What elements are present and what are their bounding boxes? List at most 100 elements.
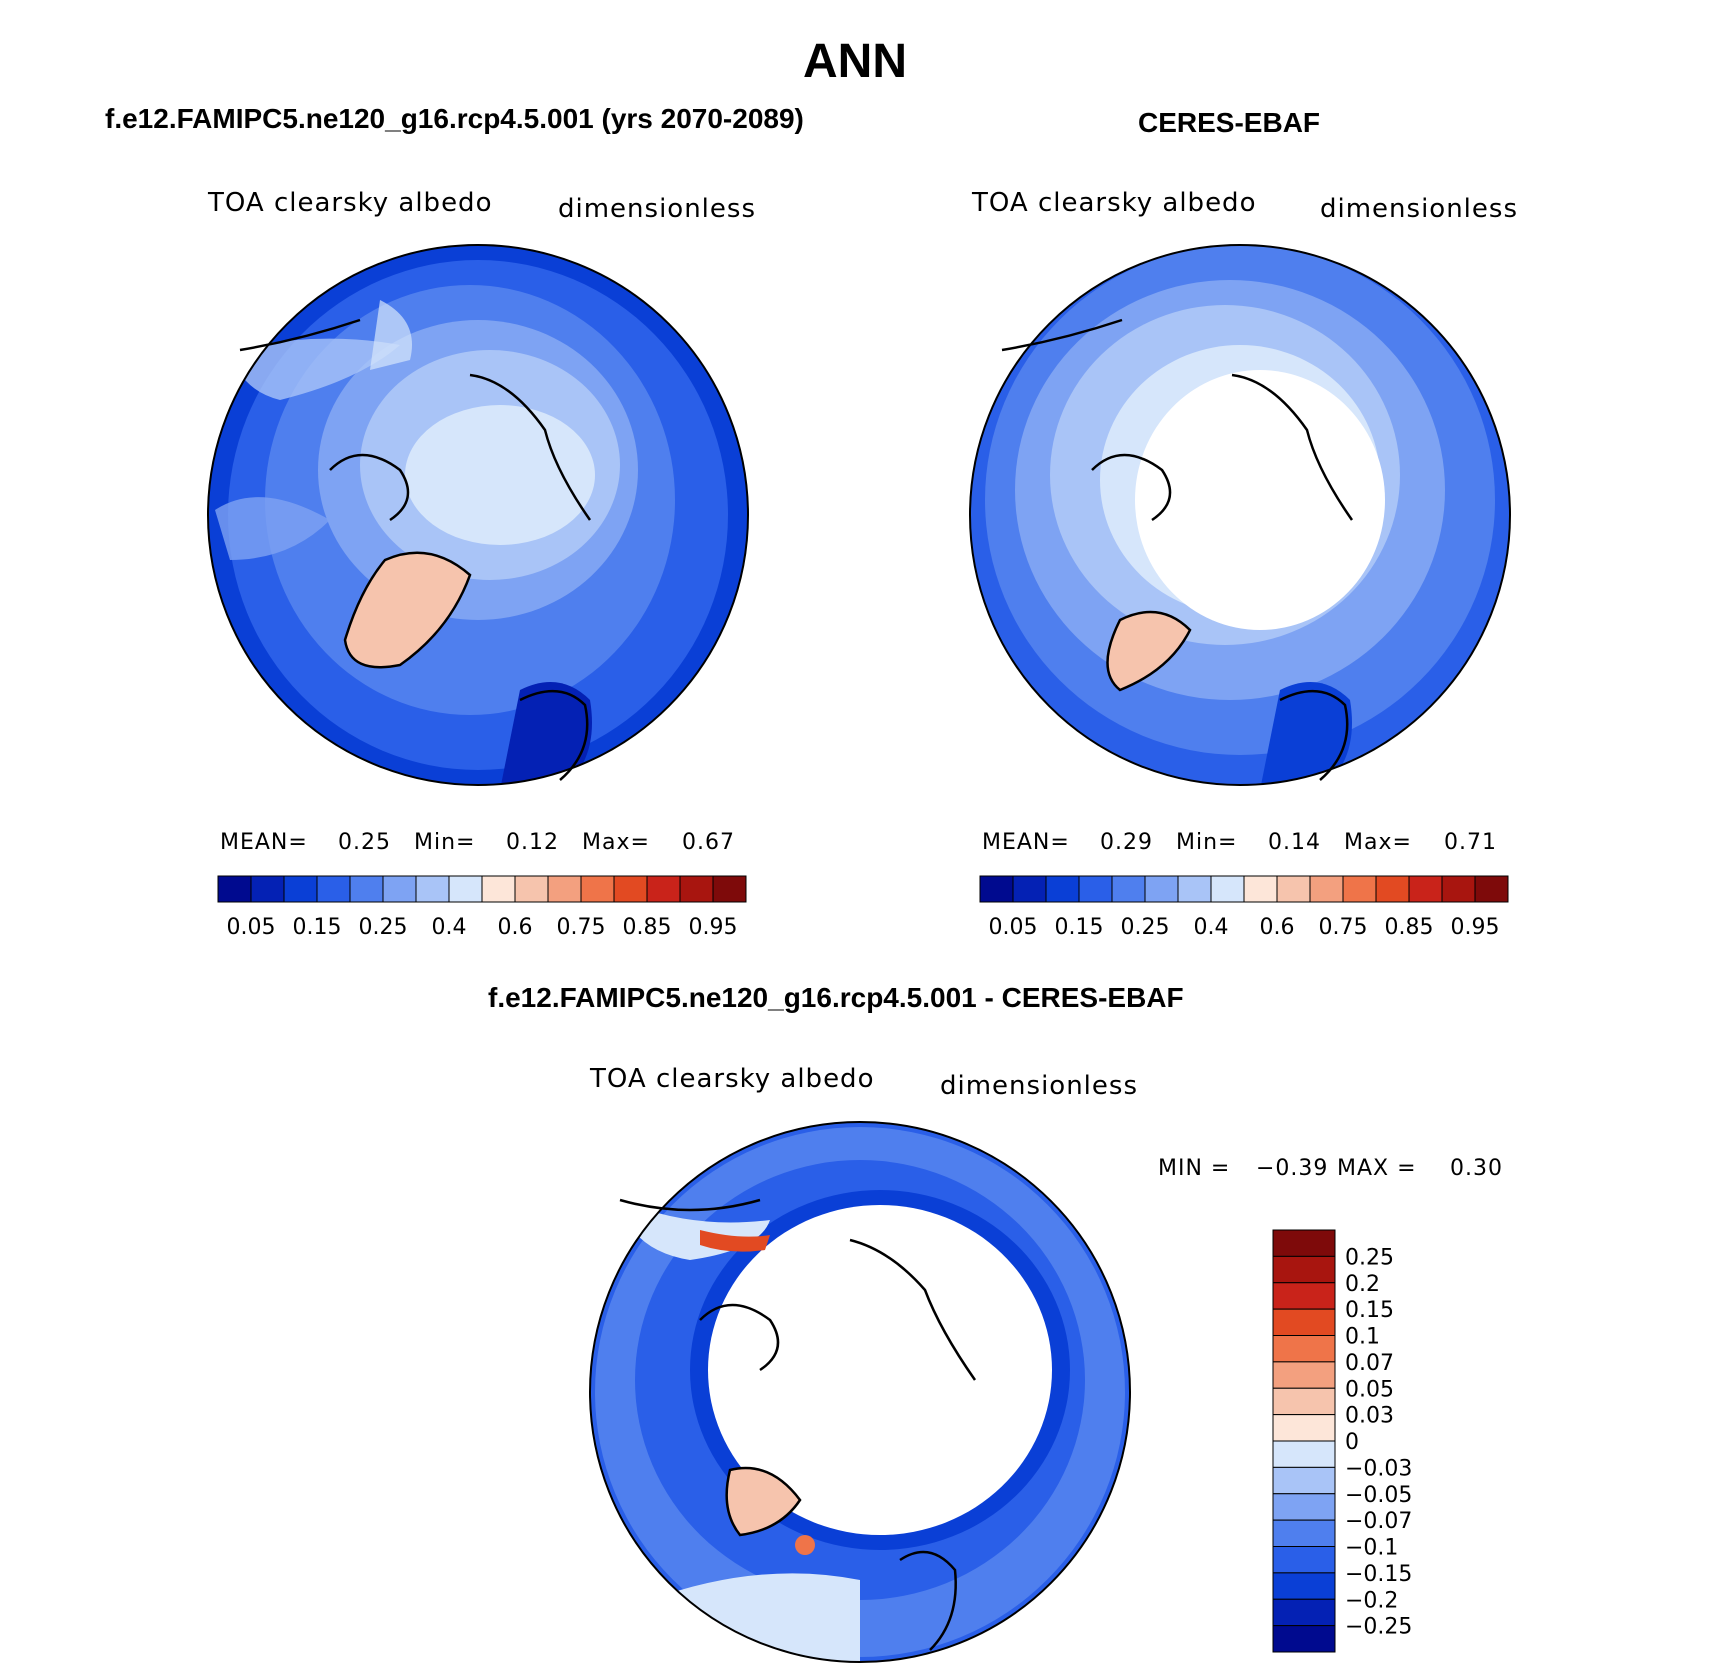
diff-coastlines	[619, 1198, 977, 1651]
model-polar-map	[207, 244, 749, 786]
obs-colorbar-box	[1276, 875, 1311, 903]
model-max-label: Max=	[582, 830, 650, 855]
diff-colorbar-tick-label: 0.05	[1345, 1377, 1394, 1402]
diff-colorbar-tick-label: 0.15	[1345, 1298, 1394, 1323]
model-europe-patch	[500, 681, 592, 785]
diff-colorbar-box	[1272, 1466, 1336, 1495]
model-colorbar-box	[514, 875, 549, 903]
model-central-arctic	[405, 405, 595, 545]
model-colorbar-tick-label: 0.4	[432, 915, 467, 940]
model-map-border	[207, 244, 749, 786]
obs-colorbar-box	[979, 875, 1014, 903]
diff-colorbar-tick-label: −0.15	[1345, 1562, 1412, 1587]
diff-colorbar-box	[1272, 1414, 1336, 1442]
model-colorbar-box	[613, 875, 648, 903]
model-colorbar-box	[712, 875, 747, 903]
model-alaska-patch	[215, 497, 330, 560]
obs-colorbar-tick-label: 0.6	[1260, 915, 1295, 940]
obs-polar-map	[969, 244, 1511, 786]
obs-units-label: dimensionless	[1320, 194, 1518, 224]
model-panel-title: f.e12.FAMIPC5.ne120_g16.rcp4.5.001 (yrs …	[105, 103, 804, 134]
obs-min-label: Min=	[1176, 830, 1238, 855]
obs-min-value: 0.14	[1268, 830, 1321, 855]
obs-colorbar-tick-label: 0.25	[1121, 915, 1170, 940]
model-colorbar-box	[316, 875, 351, 903]
obs-map-border	[969, 244, 1511, 786]
diff-colorbar-box	[1272, 1572, 1336, 1600]
model-colorbar-box	[217, 875, 252, 903]
model-units-label: dimensionless	[558, 194, 756, 224]
diff-colorbar-box	[1272, 1519, 1336, 1547]
diff-max-label: MAX =	[1337, 1156, 1417, 1181]
model-mean-label: MEAN=	[220, 830, 308, 855]
obs-colorbar-box	[1012, 875, 1047, 903]
model-colorbar-tick-label: 0.05	[227, 915, 276, 940]
obs-colorbar-box	[1375, 875, 1410, 903]
diff-panel-title: f.e12.FAMIPC5.ne120_g16.rcp4.5.001 - CER…	[488, 982, 1184, 1013]
diff-colorbar-tick-label: −0.1	[1345, 1536, 1398, 1561]
diff-colorbar-box	[1272, 1335, 1336, 1363]
model-max-value: 0.67	[682, 830, 735, 855]
diff-colorbar-box	[1272, 1546, 1336, 1574]
obs-colorbar-box	[1309, 875, 1344, 903]
diff-max-value: 0.30	[1450, 1156, 1503, 1181]
diff-colorbar-box	[1272, 1229, 1336, 1257]
diff-colorbar-tick-label: 0.1	[1345, 1325, 1380, 1350]
diff-colorbar-box	[1272, 1387, 1336, 1416]
diff-colorbar-box	[1272, 1440, 1336, 1468]
obs-mean-label: MEAN=	[982, 830, 1070, 855]
model-mean-value: 0.25	[338, 830, 391, 855]
diff-colorbar-box	[1272, 1308, 1336, 1336]
model-colorbar-box	[415, 875, 450, 903]
diff-iceland	[795, 1535, 815, 1555]
obs-panel-title: CERES-EBAF	[1138, 107, 1321, 138]
obs-colorbar: 0.05 0.15 0.25 0.4 0.6 0.75 0.85 0.95	[979, 875, 1509, 940]
model-min-label: Min=	[414, 830, 476, 855]
diff-colorbar-box	[1272, 1282, 1336, 1310]
diff-min-value: −0.39	[1256, 1156, 1329, 1181]
obs-colorbar-box	[1441, 875, 1476, 903]
obs-colorbar-box	[1111, 875, 1146, 903]
model-colorbar-tick-label: 0.85	[623, 915, 672, 940]
main-title: ANN	[803, 35, 907, 88]
model-colorbar-box	[250, 875, 285, 903]
diff-colorbar-tick-label: 0	[1345, 1430, 1359, 1455]
diff-colorbar-box	[1272, 1361, 1336, 1389]
obs-max-value: 0.71	[1444, 830, 1497, 855]
obs-colorbar-box	[1474, 875, 1509, 903]
obs-colorbar-box	[1408, 875, 1443, 903]
diff-units-label: dimensionless	[940, 1071, 1138, 1101]
diff-colorbar-box	[1272, 1625, 1336, 1653]
diff-colorbar-box	[1272, 1493, 1336, 1521]
model-colorbar-box	[646, 875, 681, 903]
obs-colorbar-box	[1144, 875, 1179, 903]
model-colorbar-box	[547, 875, 582, 903]
obs-colorbar-tick-label: 0.95	[1451, 915, 1500, 940]
obs-colorbar-box	[1342, 875, 1377, 903]
model-colorbar-tick-label: 0.75	[557, 915, 606, 940]
diff-positive-streak	[700, 1230, 770, 1252]
model-colorbar-box	[448, 875, 483, 903]
diff-polar-map	[589, 1121, 1131, 1663]
model-colorbar-box	[580, 875, 615, 903]
diff-colorbar-tick-label: 0.07	[1345, 1351, 1394, 1376]
obs-greenland	[1107, 612, 1190, 690]
diff-colorbar-tick-label: 0.03	[1345, 1404, 1394, 1429]
obs-colorbar-box	[1078, 875, 1113, 903]
obs-coastlines	[1001, 318, 1354, 781]
diff-colorbar-box	[1272, 1255, 1336, 1284]
obs-colorbar-tick-label: 0.85	[1385, 915, 1434, 940]
model-colorbar-box	[283, 875, 318, 903]
diff-variable-label: TOA clearsky albedo	[590, 1064, 875, 1094]
diff-map-border	[589, 1121, 1131, 1663]
model-colorbar-tick-label: 0.15	[293, 915, 342, 940]
diff-colorbar: 0.250.20.150.10.070.050.030−0.03−0.05−0.…	[1272, 1229, 1412, 1653]
diff-min-label: MIN =	[1158, 1156, 1231, 1181]
diff-missing-data-cap	[708, 1205, 1052, 1535]
obs-max-label: Max=	[1344, 830, 1412, 855]
obs-colorbar-box	[1210, 875, 1245, 903]
diff-colorbar-tick-label: −0.03	[1345, 1456, 1412, 1481]
model-colorbar-box	[382, 875, 417, 903]
obs-colorbar-box	[1045, 875, 1080, 903]
